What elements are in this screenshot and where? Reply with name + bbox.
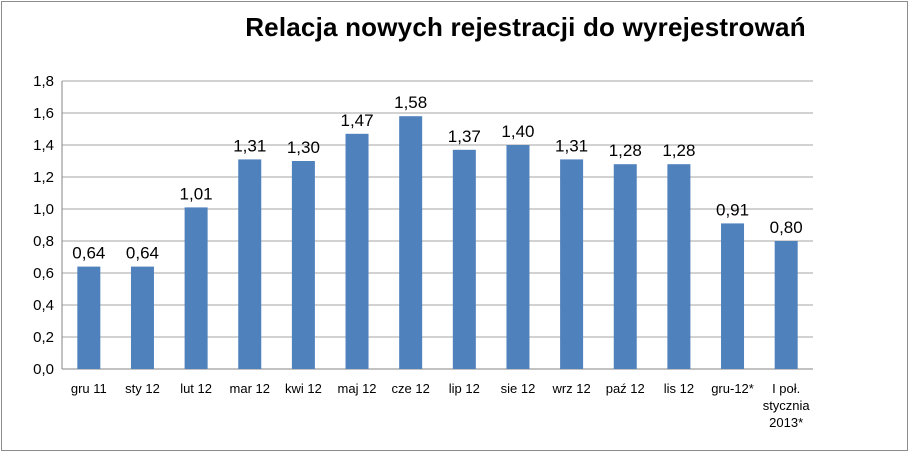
x-tick-label: sty 12 bbox=[125, 381, 160, 396]
data-label: 0,64 bbox=[126, 244, 159, 263]
bar bbox=[345, 133, 369, 369]
x-tick-label: cze 12 bbox=[392, 381, 430, 396]
x-tick-label: kwi 12 bbox=[285, 381, 322, 396]
data-label: 1,58 bbox=[394, 93, 427, 112]
x-tick-label: gru-12* bbox=[711, 381, 754, 396]
bar bbox=[667, 164, 691, 369]
bar bbox=[399, 116, 423, 369]
y-tick-label: 1,6 bbox=[33, 105, 54, 122]
data-label: 0,91 bbox=[716, 200, 749, 219]
data-label: 1,37 bbox=[448, 127, 481, 146]
y-tick-label: 0,4 bbox=[33, 297, 54, 314]
data-label: 1,28 bbox=[609, 141, 642, 160]
x-tick-label: mar 12 bbox=[230, 381, 270, 396]
bar bbox=[238, 159, 262, 369]
y-tick-label: 0,8 bbox=[33, 233, 54, 250]
x-tick-label: lut 12 bbox=[180, 381, 212, 396]
bar bbox=[774, 241, 798, 369]
data-label: 1,01 bbox=[180, 184, 213, 203]
bar bbox=[291, 161, 315, 369]
x-tick-label: maj 12 bbox=[338, 381, 377, 396]
data-label: 1,31 bbox=[233, 136, 266, 155]
data-label: 0,80 bbox=[770, 218, 803, 237]
data-label: 0,64 bbox=[72, 244, 105, 263]
y-tick-label: 1,8 bbox=[33, 73, 54, 90]
x-tick-label: sie 12 bbox=[501, 381, 536, 396]
y-tick-label: 0,2 bbox=[33, 329, 54, 346]
y-tick-label: 0,6 bbox=[33, 265, 54, 282]
bar bbox=[184, 207, 208, 369]
data-label: 1,40 bbox=[501, 122, 534, 141]
x-tick-label: lis 12 bbox=[664, 381, 694, 396]
x-tick-label: wrz 12 bbox=[551, 381, 590, 396]
bar bbox=[506, 145, 530, 369]
y-tick-label: 1,4 bbox=[33, 137, 54, 154]
x-tick-label: 2013* bbox=[769, 415, 803, 430]
x-tick-label: I poł. bbox=[772, 381, 800, 396]
data-label: 1,30 bbox=[287, 138, 320, 157]
data-label: 1,47 bbox=[340, 111, 373, 130]
bar bbox=[613, 164, 637, 369]
x-tick-label: stycznia bbox=[763, 398, 811, 413]
y-tick-label: 1,2 bbox=[33, 169, 54, 186]
bar bbox=[452, 149, 476, 369]
bar bbox=[130, 266, 154, 369]
x-tick-label: paź 12 bbox=[606, 381, 645, 396]
chart-title: Relacja nowych rejestracji do wyrejestro… bbox=[245, 12, 806, 42]
data-label: 1,31 bbox=[555, 136, 588, 155]
data-label: 1,28 bbox=[662, 141, 695, 160]
y-tick-label: 1,0 bbox=[33, 201, 54, 218]
y-tick-label: 0,0 bbox=[33, 361, 54, 378]
x-tick-label: lip 12 bbox=[449, 381, 480, 396]
bar bbox=[560, 159, 584, 369]
x-tick-label: gru 11 bbox=[71, 381, 107, 396]
bar bbox=[721, 223, 745, 369]
bar bbox=[77, 266, 101, 369]
